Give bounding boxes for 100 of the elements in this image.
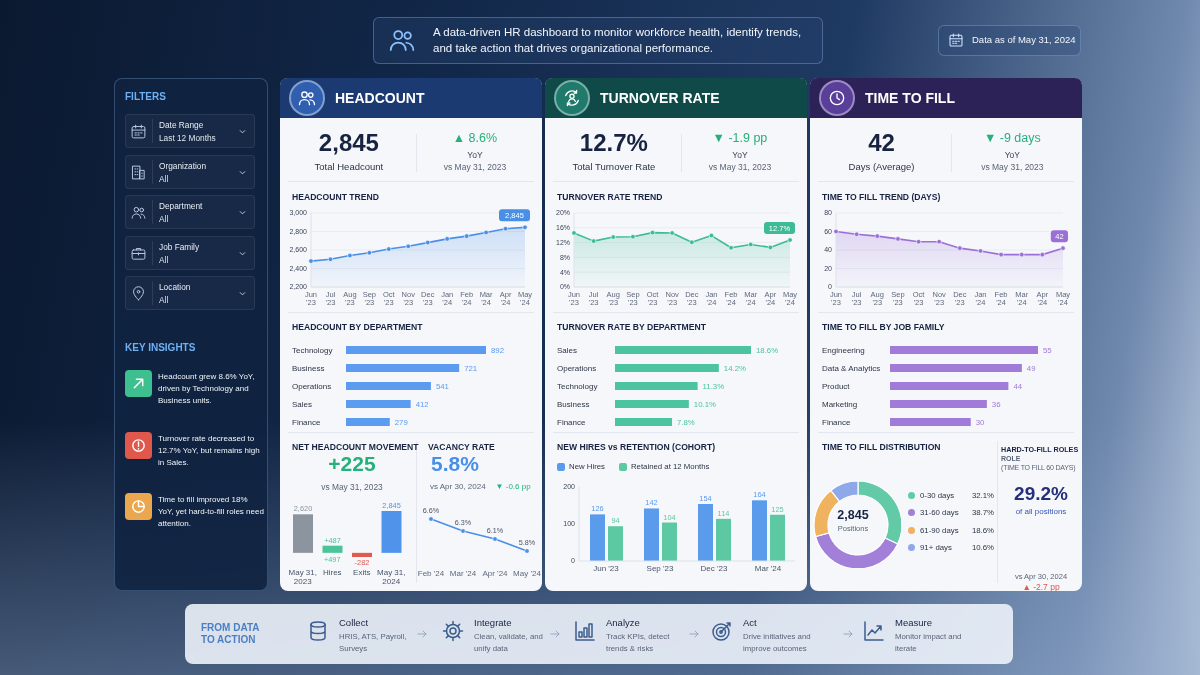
bar	[346, 364, 460, 372]
y-tick-label: Business	[557, 399, 590, 409]
text: All	[159, 295, 169, 305]
bar	[752, 500, 767, 561]
bar	[644, 508, 659, 561]
text: Organization	[159, 160, 207, 171]
y-tick-label: Finance	[822, 417, 852, 427]
text: YoY	[732, 150, 748, 160]
bar	[346, 400, 411, 408]
y-tick-label: Data & Analytics	[822, 363, 881, 373]
bar	[662, 522, 677, 561]
text: 5.8%	[431, 452, 479, 476]
text: Act	[743, 617, 757, 628]
text: A data-driven HR dashboard to monitor workforce health, identify trends, and take action that drives organizational performance.	[433, 25, 803, 56]
y-tick-label: Product	[822, 381, 851, 391]
text: Data as of May 31, 2024	[972, 34, 1076, 45]
bar	[590, 514, 605, 561]
x-tick-label: Jun '23	[593, 564, 620, 574]
text: ▲ 8.6%	[452, 131, 498, 145]
x-tick-label: Exits	[353, 568, 371, 578]
text: All	[159, 254, 169, 265]
text: 12.7%	[579, 129, 648, 157]
x-tick-label: May '24	[513, 569, 542, 579]
chart-title: TIME TO FILL BY JOB FAMILY	[822, 322, 945, 332]
bar	[890, 382, 1009, 390]
y-tick-label: Finance	[292, 417, 322, 427]
text: YoY	[467, 150, 483, 160]
text: YoY	[1004, 150, 1021, 160]
text: Last 12 Months	[159, 133, 216, 143]
x-tick-label: Feb '24	[417, 569, 445, 579]
text: +225	[328, 452, 376, 476]
x-tick-label: Mar '24	[754, 564, 782, 574]
chart-title: TIME TO FILL TREND (DAYS)	[822, 192, 941, 202]
y-tick-label: Operations	[292, 381, 332, 391]
chart-title: NEW HIRES vs RETENTION (COHORT)	[557, 442, 716, 452]
y-tick-label: Operations	[557, 363, 597, 373]
bar	[322, 545, 343, 553]
text: Date Range	[159, 120, 204, 130]
bar	[890, 400, 987, 408]
chart-subtitle: vs Apr 30, 2024	[430, 482, 486, 491]
bar	[615, 364, 719, 372]
y-tick-label: Sales	[292, 399, 313, 409]
y-tick-label: Technology	[557, 381, 598, 391]
chart-title: TURNOVER RATE TREND	[557, 192, 663, 202]
text: 2,845	[837, 508, 869, 522]
chart-title: NET HEADCOUNT MOVEMENT	[292, 442, 419, 452]
text: FILTERS	[125, 91, 166, 102]
text: 42	[868, 129, 895, 157]
text: HEADCOUNT	[335, 90, 425, 106]
chart-title: TURNOVER RATE BY DEPARTMENT	[557, 322, 706, 332]
text: ▼ -1.9 pp	[712, 131, 768, 145]
bar	[346, 346, 486, 354]
bar	[890, 346, 1038, 354]
text: Time to fill improved 18% YoY, yet hard-to-fill roles need attention.	[158, 494, 264, 530]
y-tick-label: Technology	[292, 345, 333, 355]
text: All	[159, 214, 169, 224]
text: of all positions	[1015, 507, 1067, 516]
x-tick-label: Dec '23	[700, 564, 728, 574]
text: 2,845	[318, 129, 379, 157]
text: Measure	[895, 617, 932, 628]
text: Collect	[339, 617, 369, 628]
bar	[615, 418, 673, 426]
bar	[381, 511, 402, 553]
text: All	[159, 173, 169, 184]
text: ▲ -2.7 pp	[1022, 582, 1060, 592]
x-tick-label: Apr '24	[482, 569, 509, 579]
bar	[293, 514, 313, 553]
bar	[615, 400, 689, 408]
text: vs May 31, 2023	[708, 162, 772, 172]
x-tick-label: May 31, 2024	[377, 568, 406, 587]
text: ▼ -0.6 pp	[495, 482, 531, 491]
x-tick-label: Sep '23	[646, 564, 674, 574]
y-tick-label: Engineering	[822, 345, 865, 355]
bar	[615, 382, 698, 390]
text: Days (Average)	[848, 161, 915, 172]
bar	[608, 526, 623, 561]
x-tick-label: May 31, 2023	[288, 568, 317, 587]
text: Analyze	[606, 617, 640, 628]
y-tick-label: Finance	[557, 417, 587, 427]
text: ▼ -9 days	[983, 131, 1041, 145]
bar	[890, 364, 1022, 372]
text: Job Family	[159, 241, 200, 252]
bar	[698, 504, 713, 561]
y-tick-label: Business	[292, 363, 325, 373]
chart-title: HEADCOUNT TREND	[292, 192, 379, 202]
chart-title: VACANCY RATE	[428, 442, 495, 452]
text: Location	[159, 282, 191, 292]
chart-title: HEADCOUNT BY DEPARTMENT	[292, 322, 423, 332]
text: Department	[159, 201, 203, 211]
text: Headcount grew 8.6% YoY, driven by Technology and Business units.	[158, 371, 256, 407]
text: Turnover rate decreased to 12.7% YoY, but remains high in Sales.	[158, 432, 261, 469]
text: Total Headcount	[314, 161, 384, 172]
chart-subtitle: vs May 31, 2023	[321, 482, 383, 492]
bar	[770, 514, 785, 561]
text: KEY INSIGHTS	[125, 342, 196, 353]
text: vs May 31, 2023	[981, 162, 1044, 172]
text: FROM DATA TO ACTION	[201, 622, 261, 646]
text: TURNOVER RATE	[600, 90, 720, 106]
text: Total Turnover Rate	[572, 161, 656, 172]
bar	[716, 518, 731, 561]
